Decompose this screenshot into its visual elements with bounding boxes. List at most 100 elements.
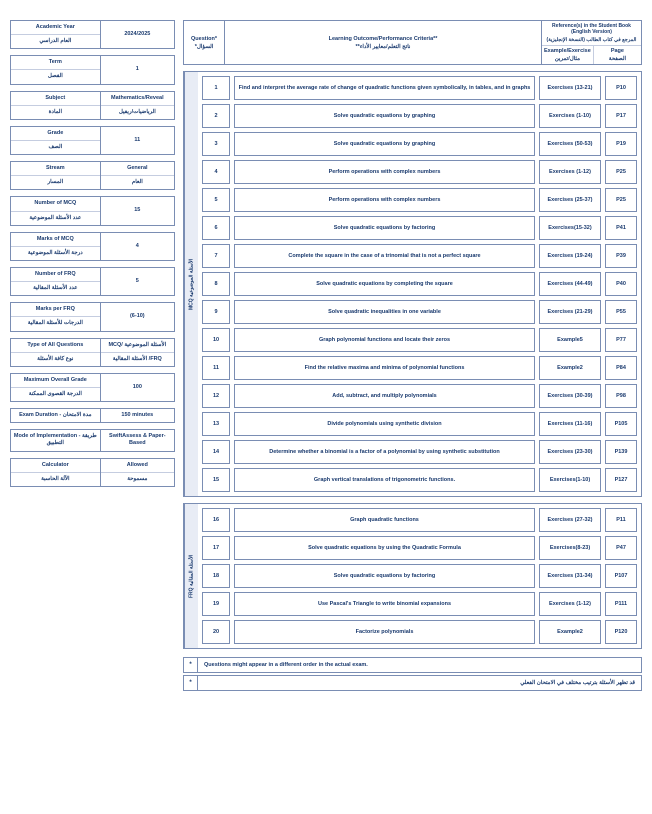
question-lo: Solve quadratic inequalities in one vari… <box>234 300 535 324</box>
question-row: 14Determine whether a binomial is a fact… <box>202 440 637 464</box>
question-number: 12 <box>202 384 230 408</box>
question-row: 18Solve quadratic equations by factoring… <box>202 564 637 588</box>
question-lo: Perform operations with complex numbers <box>234 160 535 184</box>
question-number: 8 <box>202 272 230 296</box>
question-page: P105 <box>605 412 637 436</box>
question-exercise: Exercises (30-39) <box>539 384 601 408</box>
info-group: Marks of MCQدرجة الأسئلة الموضوعية4 <box>10 232 175 261</box>
info-label-ar: المادة <box>11 105 100 119</box>
question-row: 13Divide polynomials using synthetic div… <box>202 412 637 436</box>
question-lo: Solve quadratic equations by graphing <box>234 104 535 128</box>
section-rows: 1Find and interpret the average rate of … <box>198 72 641 496</box>
question-row: 20Factorize polynomialsExample2P120 <box>202 620 637 644</box>
info-value-ar: الرياضيات/ريفيل <box>101 105 174 119</box>
info-group: SubjectالمادةMathematics/Revealالرياضيات… <box>10 91 175 120</box>
info-label-en: Marks of MCQ <box>11 233 100 246</box>
info-label-en: Number of MCQ <box>11 197 100 210</box>
question-row: 16Graph quadratic functionsExercises (27… <box>202 508 637 532</box>
question-number: 1 <box>202 76 230 100</box>
info-value: (6-10) <box>101 303 174 330</box>
question-page: P40 <box>605 272 637 296</box>
question-row: 17Solve quadratic equations by using the… <box>202 536 637 560</box>
question-number: 19 <box>202 592 230 616</box>
question-page: P98 <box>605 384 637 408</box>
info-value-en: MCQ/ الأسئلة الموضوعية <box>101 339 174 352</box>
question-lo: Use Pascal's Triangle to write binomial … <box>234 592 535 616</box>
question-number: 17 <box>202 536 230 560</box>
question-lo: Solve quadratic equations by graphing <box>234 132 535 156</box>
info-value-ar: FRQ/ الأسئلة المقالية <box>101 352 174 366</box>
info-group: Type of All Questionsنوع كافة الأسئلةMCQ… <box>10 338 175 367</box>
info-value-en: Allowed <box>101 459 174 472</box>
question-page: P41 <box>605 216 637 240</box>
header-lo-ar: ناتج التعلم/معايير الأداء** <box>227 44 539 50</box>
question-number: 20 <box>202 620 230 644</box>
question-page: P11 <box>605 508 637 532</box>
header-question-ar: السؤال* <box>186 44 222 50</box>
info-value: 100 <box>101 374 174 401</box>
info-label-ar: الآلة الحاسبة <box>11 472 100 486</box>
info-group: Number of MCQعدد الأسئلة الموضوعية15 <box>10 196 175 225</box>
question-page: P25 <box>605 160 637 184</box>
question-exercise: Exercises (27-32) <box>539 508 601 532</box>
sections-container: MCQ الأسئلة الموضوعية1Find and interpret… <box>183 71 642 655</box>
header-lo: Learning Outcome/Performance Criteria** … <box>224 21 541 64</box>
question-row: 6Solve quadratic equations by factoringE… <box>202 216 637 240</box>
info-value-en: Mathematics/Reveal <box>101 92 174 105</box>
section: MCQ الأسئلة الموضوعية1Find and interpret… <box>183 71 642 497</box>
info-group: Number of FRQعدد الأسئلة المقالية5 <box>10 267 175 296</box>
question-row: 5Perform operations with complex numbers… <box>202 188 637 212</box>
info-label-en: Exam Duration - مدة الامتحان <box>11 409 100 422</box>
question-exercise: Exercises (1-12) <box>539 592 601 616</box>
section-label: FRQ الأسئلة المقالية <box>184 504 198 648</box>
question-exercise: Exercises(8-23) <box>539 536 601 560</box>
question-page: P25 <box>605 188 637 212</box>
info-value-ar: العام <box>101 175 174 189</box>
question-number: 6 <box>202 216 230 240</box>
question-lo: Graph polynomial functions and locate th… <box>234 328 535 352</box>
question-row: 4Perform operations with complex numbers… <box>202 160 637 184</box>
main-content: Question* السؤال* Learning Outcome/Perfo… <box>183 20 642 691</box>
question-number: 5 <box>202 188 230 212</box>
info-label-en: Mode of Implementation - طريقة التطبيق <box>11 430 100 450</box>
question-page: P55 <box>605 300 637 324</box>
info-label-ar: نوع كافة الأسئلة <box>11 352 100 366</box>
question-exercise: Example5 <box>539 328 601 352</box>
footer-star: * <box>184 658 198 672</box>
question-row: 11Find the relative maxima and minima of… <box>202 356 637 380</box>
section-label: MCQ الأسئلة الموضوعية <box>184 72 198 496</box>
question-exercise: Exercises (19-24) <box>539 244 601 268</box>
question-number: 2 <box>202 104 230 128</box>
question-exercise: Exercises (13-21) <box>539 76 601 100</box>
question-row: 2Solve quadratic equations by graphingEx… <box>202 104 637 128</box>
question-row: 9Solve quadratic inequalities in one var… <box>202 300 637 324</box>
header-ref-title: Reference(s) in the Student Book (Englis… <box>542 21 641 46</box>
question-row: 8Solve quadratic equations by completing… <box>202 272 637 296</box>
info-label-en: Type of All Questions <box>11 339 100 352</box>
info-label-ar: عدد الأسئلة الموضوعية <box>11 211 100 225</box>
info-value-en: General <box>101 162 174 175</box>
info-group: Termالفصل1 <box>10 55 175 84</box>
question-page: P47 <box>605 536 637 560</box>
question-exercise: Exercises (44-49) <box>539 272 601 296</box>
question-page: P19 <box>605 132 637 156</box>
info-label-ar: درجة الأسئلة الموضوعية <box>11 246 100 260</box>
question-lo: Solve quadratic equations by using the Q… <box>234 536 535 560</box>
question-page: P107 <box>605 564 637 588</box>
info-group: Maximum Overall Gradeالدرجة القصوى الممك… <box>10 373 175 402</box>
question-page: P111 <box>605 592 637 616</box>
footer-text: قد تظهر الأسئلة بترتيب مختلف في الامتحان… <box>198 676 641 690</box>
question-row: 7Complete the square in the case of a tr… <box>202 244 637 268</box>
question-exercise: Exercises (31-34) <box>539 564 601 588</box>
table-header: Question* السؤال* Learning Outcome/Perfo… <box>183 20 642 65</box>
question-row: 12Add, subtract, and multiply polynomial… <box>202 384 637 408</box>
question-row: 19Use Pascal's Triangle to write binomia… <box>202 592 637 616</box>
question-page: P84 <box>605 356 637 380</box>
info-label-ar: عدد الأسئلة المقالية <box>11 281 100 295</box>
info-label-en: Maximum Overall Grade <box>11 374 100 387</box>
info-group: StreamالمسارGeneralالعام <box>10 161 175 190</box>
question-lo: Find and interpret the average rate of c… <box>234 76 535 100</box>
info-group: Exam Duration - مدة الامتحان150 minutes <box>10 408 175 423</box>
info-group: Mode of Implementation - طريقة التطبيقSw… <box>10 429 175 451</box>
question-lo: Complete the square in the case of a tri… <box>234 244 535 268</box>
